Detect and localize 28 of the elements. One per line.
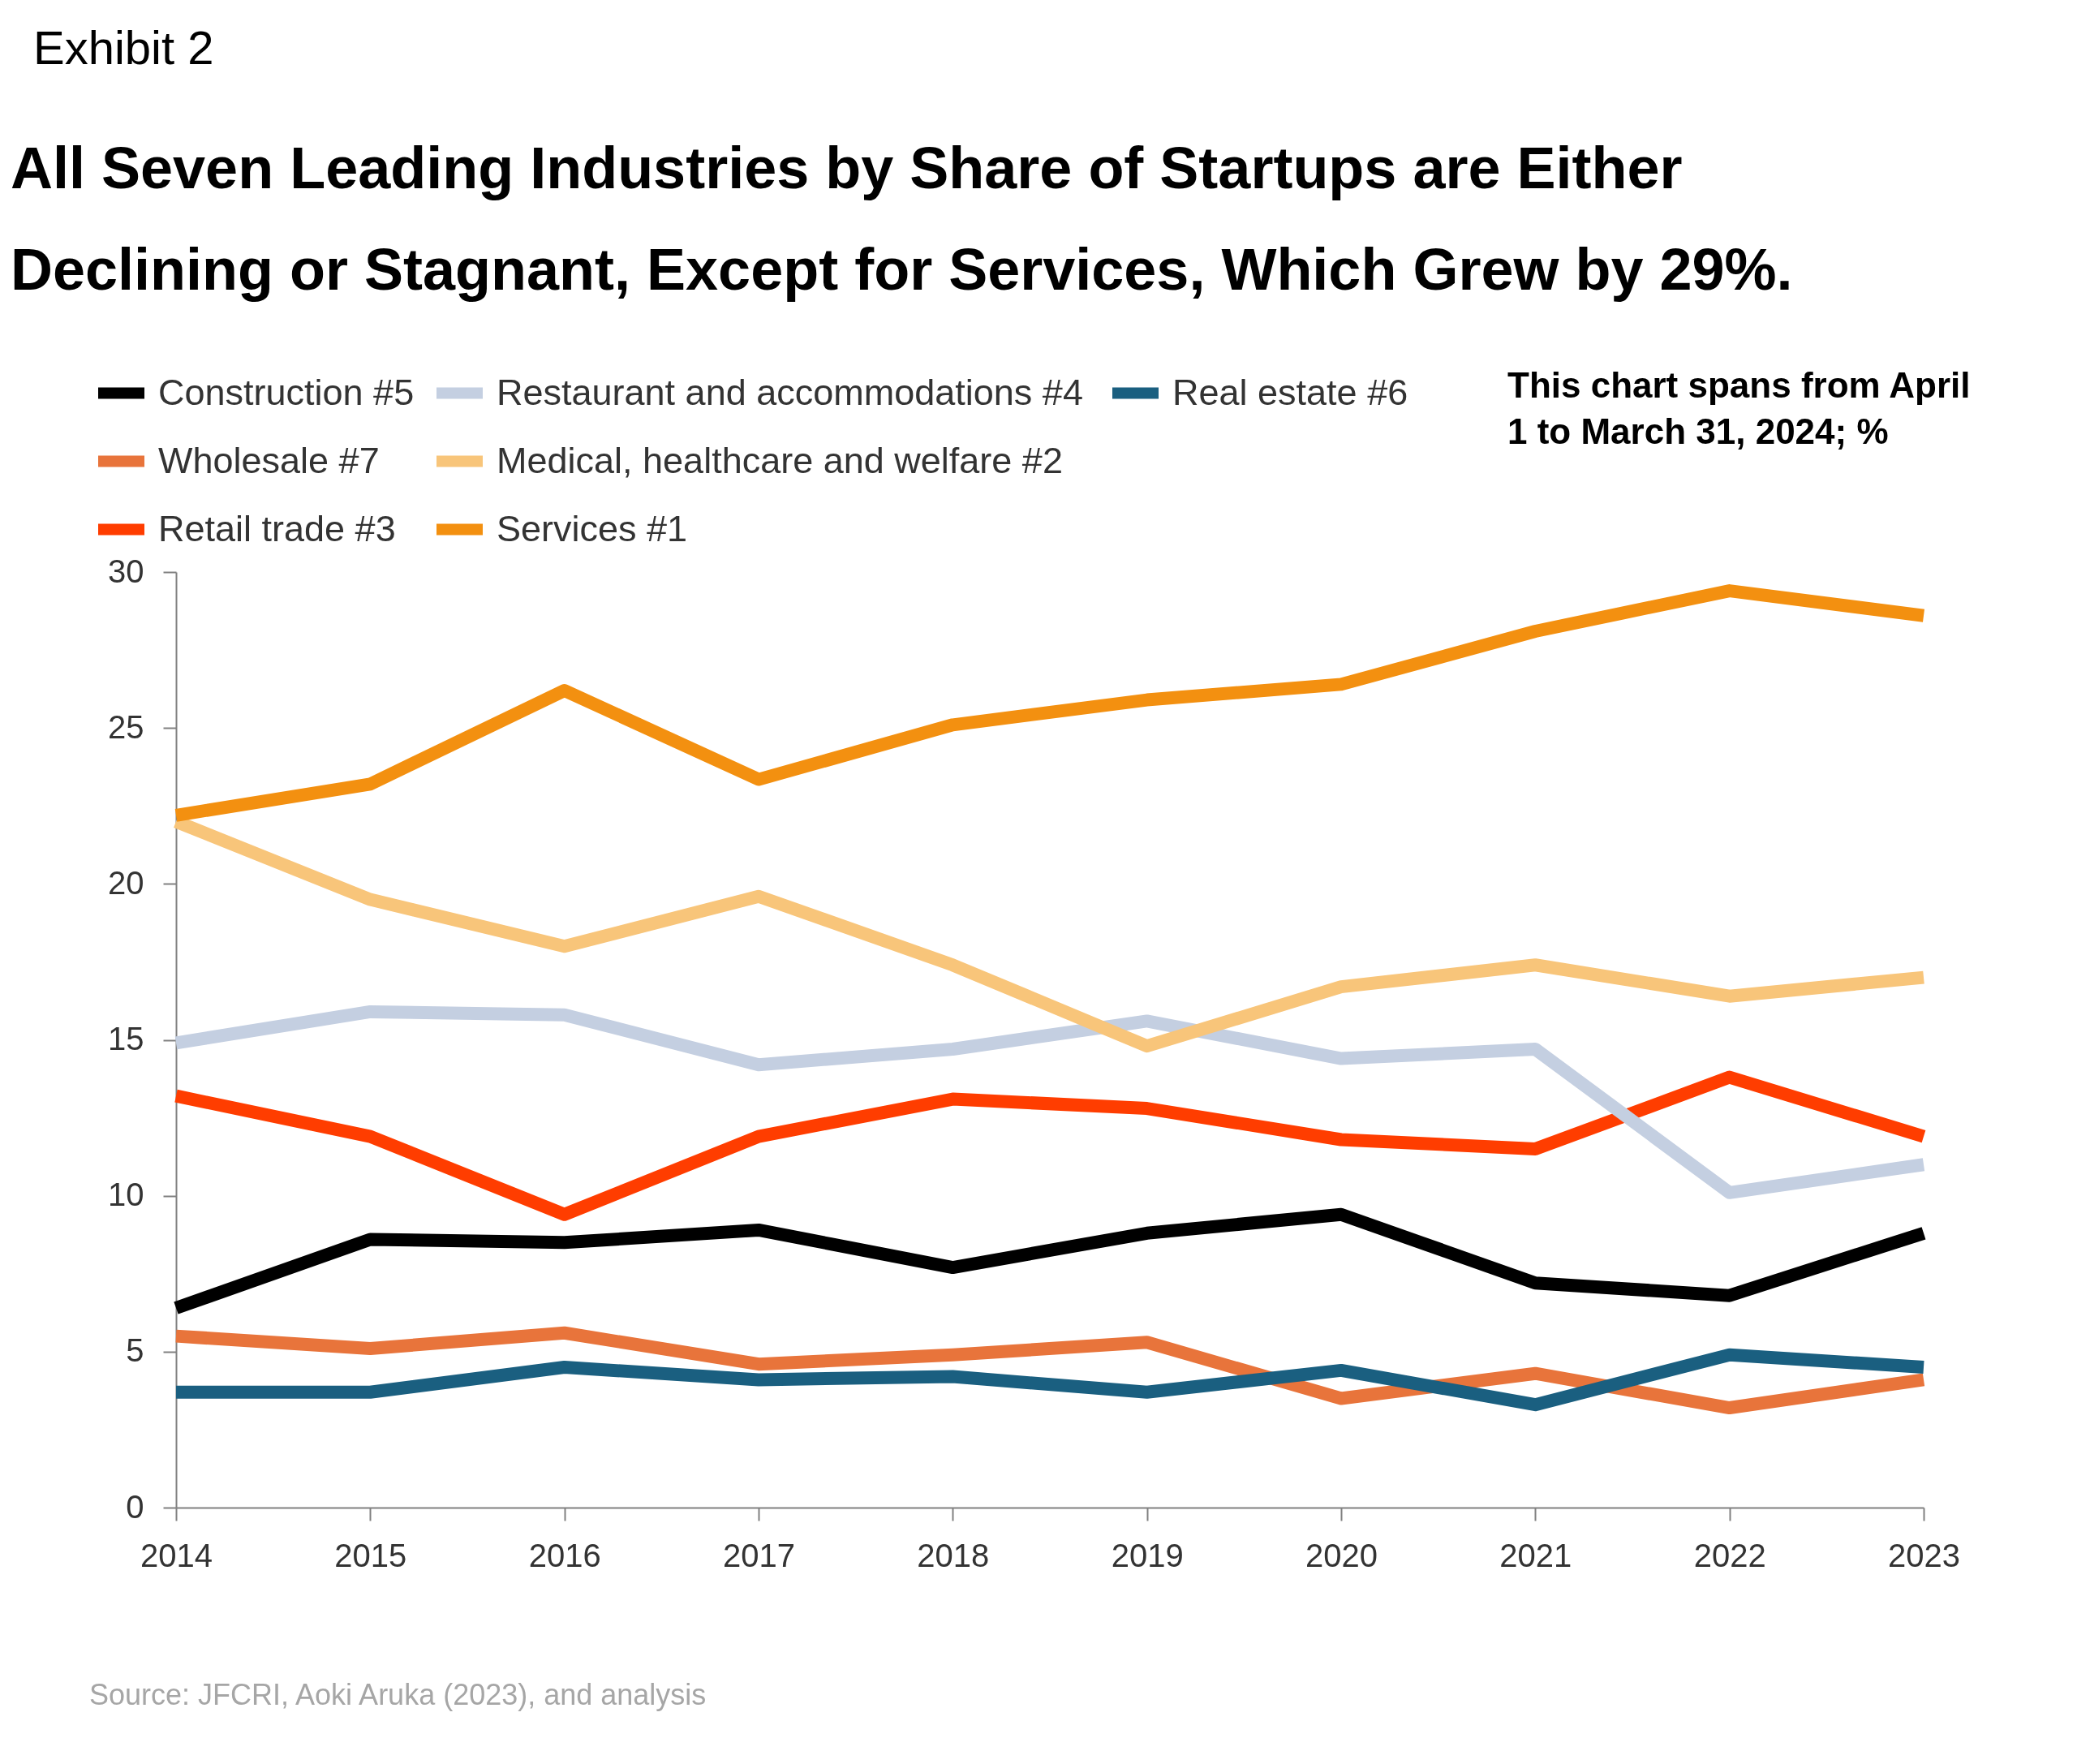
x-tick-label: 2017 [723,1537,795,1573]
x-tick-label: 2023 [1888,1537,1960,1573]
chart-title: All Seven Leading Industries by Share of Startups are Either Declining or Stagnant, Except for Services, Which Grew by 29%. [11,136,1793,302]
y-tick-label: 20 [108,864,144,901]
x-tick-label: 2022 [1693,1537,1766,1573]
x-tick-label: 2016 [528,1537,601,1573]
x-tick-label: 2014 [140,1537,213,1573]
y-tick-label: 25 [108,708,144,745]
y-tick-label: 30 [108,553,144,589]
x-tick-label: 2021 [1499,1537,1572,1573]
legend-label: Real estate #6 [1172,371,1408,413]
legend-label: Construction #5 [158,371,415,413]
x-tick-label: 2015 [334,1537,407,1573]
y-tick-label: 5 [126,1332,144,1369]
legend-label: Restaurant and accommodations #4 [497,371,1083,413]
x-tick-label: 2020 [1305,1537,1378,1573]
legend-label: Medical, healthcare and welfare #2 [497,439,1063,481]
x-tick-label: 2019 [1111,1537,1184,1573]
text: Exhibit 2 [33,21,214,74]
source-note: Source: JFCRI, Aoki Aruka (2023), and analysis [89,1678,707,1711]
y-tick-label: 0 [126,1488,144,1525]
y-tick-label: 15 [108,1021,144,1056]
legend-label: Wholesale #7 [158,439,380,481]
y-tick-label: 10 [108,1177,144,1213]
legend-label: Services #1 [497,507,688,549]
legend-label: Retail trade #3 [158,507,396,549]
text: This chart spans from April 1 to March 31, 2024; % [1507,365,1971,452]
x-tick-label: 2018 [917,1537,990,1573]
